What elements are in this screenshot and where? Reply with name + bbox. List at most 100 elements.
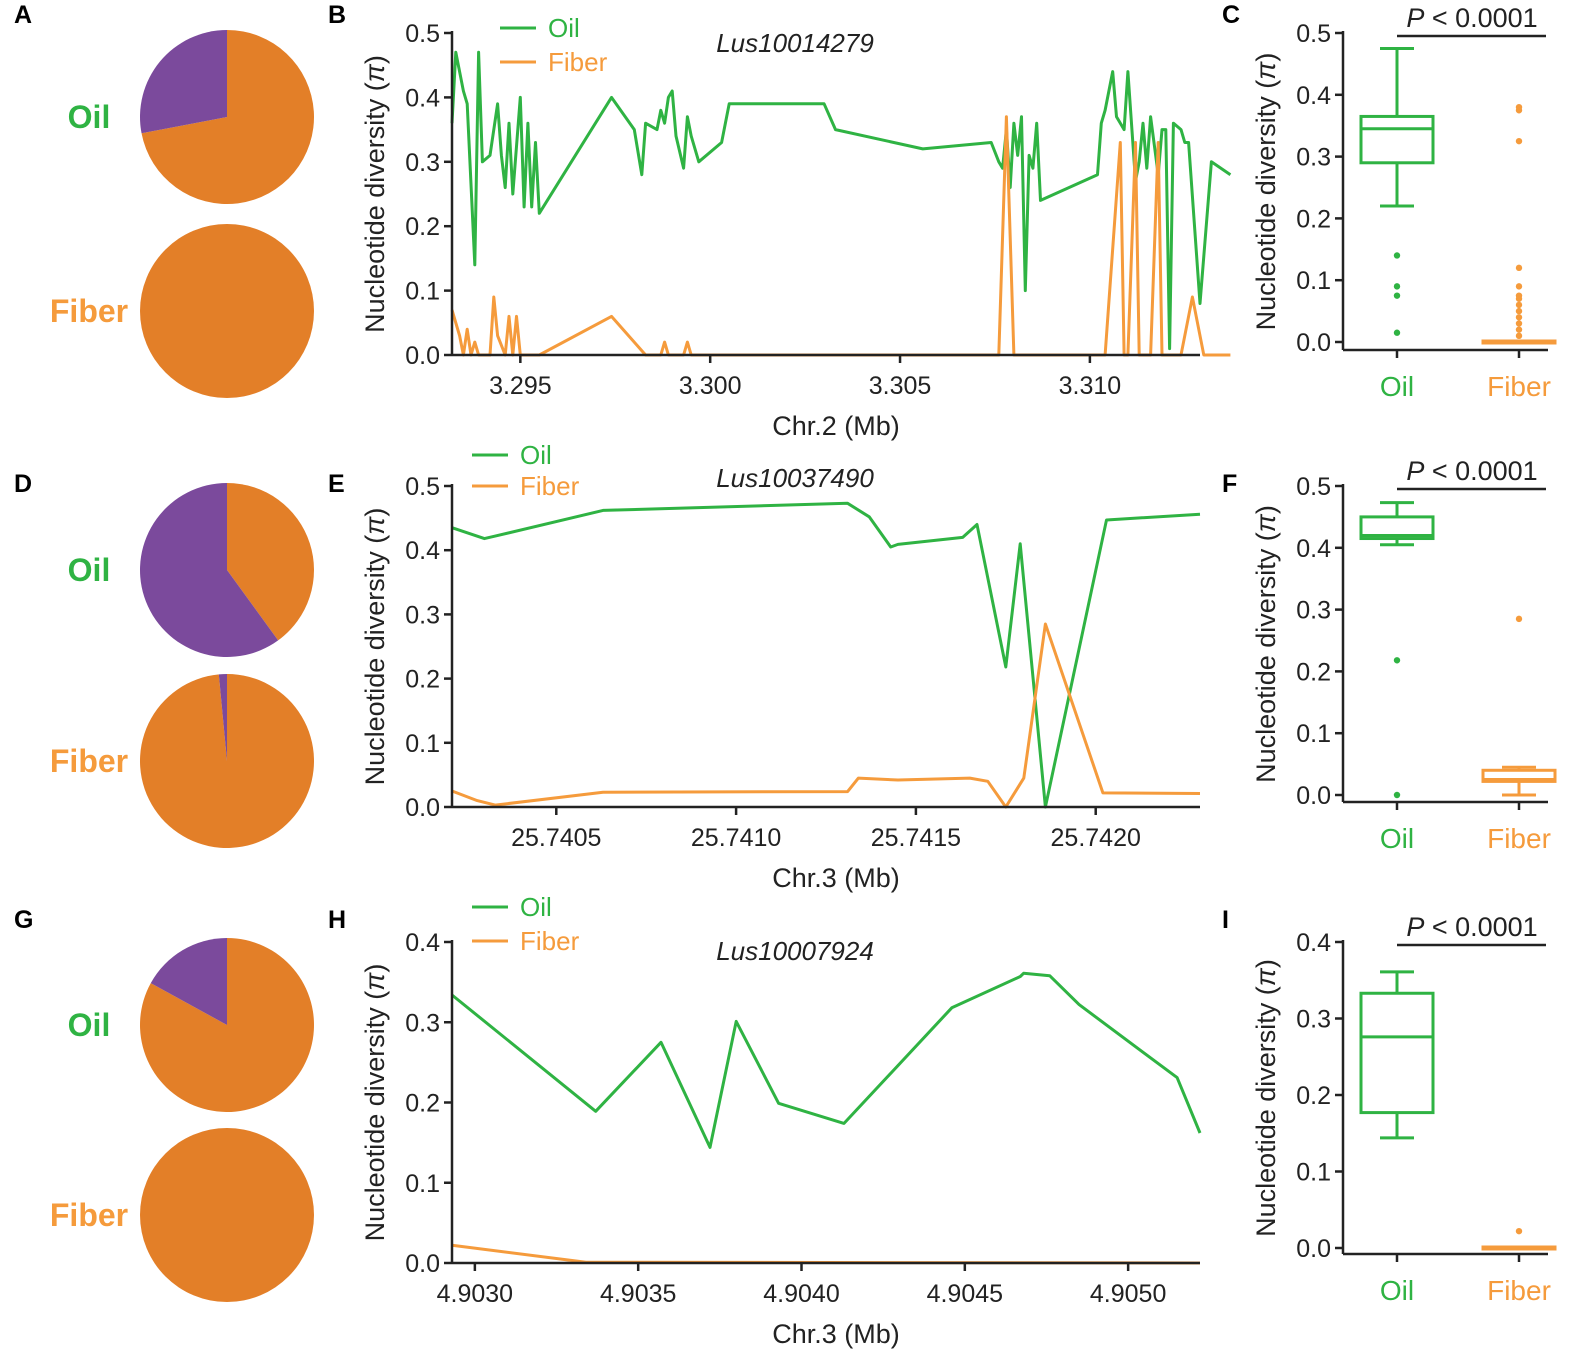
- series-line-fiber: [451, 622, 1201, 809]
- ylabel-symbol: π: [1251, 61, 1281, 80]
- ylabel-prefix: Nucleotide diversity (: [1251, 532, 1281, 783]
- ylabel-suffix: ): [1251, 505, 1281, 514]
- panel-letter-h: H: [328, 906, 346, 934]
- x-tick-label: 3.310: [1059, 372, 1122, 400]
- pie-slice-purple: [150, 938, 227, 1025]
- box-plot-i: I 0.0 0.1 0.2 0.3 0.4 Nucleotide diversity (π)…: [1222, 906, 1557, 1306]
- panel-letter-a: A: [14, 1, 32, 29]
- x-tick-label: 25.7410: [691, 824, 781, 852]
- outlier-point: [1515, 107, 1523, 114]
- series-line-oil: [450, 50, 1232, 351]
- y-tick-label: 0.0: [405, 342, 440, 370]
- y-tick-label: 0.3: [405, 1009, 440, 1037]
- p-text: < 0.0001: [1424, 912, 1537, 942]
- y-tick-label: 0.3: [405, 149, 440, 177]
- line-chart-e: E 0.0 0.1 0.2 0.3 0.4 0.5 25.7405 25.7410 25.7415…: [328, 440, 1201, 893]
- x-category-fiber: Fiber: [1487, 371, 1551, 402]
- x-axis-title: Chr.2 (Mb): [772, 411, 900, 441]
- ylabel-prefix: Nucleotide diversity (: [360, 82, 390, 333]
- pie-fiber: [140, 224, 314, 398]
- x-tick-label: 4.9040: [763, 1280, 839, 1308]
- pie-slice-orange: [141, 30, 314, 204]
- ylabel-symbol: π: [1251, 513, 1281, 532]
- box-iqr: [1481, 768, 1557, 783]
- pie-slice-purple: [139, 483, 279, 657]
- y-tick-label: 0.5: [405, 473, 440, 501]
- y-tick-label: 0.1: [405, 278, 440, 306]
- box-iqr: [1359, 114, 1435, 165]
- pie-label-fiber: Fiber: [50, 1197, 128, 1233]
- x-category-fiber: Fiber: [1487, 1275, 1551, 1306]
- legend-label-oil: Oil: [520, 440, 552, 470]
- x-category-oil: Oil: [1380, 823, 1414, 854]
- box-oil: [1359, 970, 1435, 1140]
- x-category-oil: Oil: [1380, 1275, 1414, 1306]
- p-symbol: P: [1406, 3, 1424, 33]
- outlier-point: [1515, 326, 1523, 333]
- y-tick-label: 0.1: [405, 730, 440, 758]
- box-iqr: [1359, 991, 1435, 1115]
- figure-row-3: G Oil Fiber H 0.0 0.1 0.2 0.3 0.4 4.9030 4.9035 4.9…: [14, 892, 1557, 1349]
- ylabel-suffix: ): [360, 964, 390, 973]
- outlier-point: [1515, 283, 1523, 290]
- y-axis-title: Nucleotide diversity (π): [1251, 53, 1281, 331]
- panel-letter-c: C: [1222, 1, 1240, 29]
- y-tick-label: 0.1: [1296, 1159, 1331, 1187]
- x-tick-label: 25.7415: [871, 824, 961, 852]
- pie-slice-orange: [139, 674, 314, 849]
- legend-label-oil: Oil: [520, 892, 552, 922]
- ylabel-prefix: Nucleotide diversity (: [1251, 80, 1281, 331]
- x-category-fiber: Fiber: [1487, 823, 1551, 854]
- ylabel-suffix: ): [1251, 959, 1281, 968]
- pie-oil: [139, 938, 314, 1112]
- y-tick-label: 0.0: [1296, 329, 1331, 357]
- ylabel-suffix: ): [1251, 53, 1281, 62]
- p-symbol: P: [1406, 456, 1424, 486]
- outlier-point: [1515, 137, 1523, 145]
- ylabel-symbol: π: [360, 63, 390, 82]
- y-tick-label: 0.1: [405, 1170, 440, 1198]
- pie-slice-orange: [139, 938, 314, 1112]
- outlier-point: [1515, 615, 1523, 623]
- outlier-point: [1393, 329, 1401, 336]
- legend-label-fiber: Fiber: [520, 926, 580, 956]
- pie-label-oil: Oil: [68, 552, 111, 588]
- x-tick-label: 4.9035: [600, 1280, 676, 1308]
- outlier-point: [1515, 332, 1523, 340]
- x-category-oil: Oil: [1380, 371, 1414, 402]
- outlier-point: [1393, 283, 1401, 290]
- ylabel-prefix: Nucleotide diversity (: [360, 991, 390, 1242]
- legend-label-fiber: Fiber: [548, 47, 608, 77]
- x-tick-label: 4.9050: [1090, 1280, 1166, 1308]
- panel-letter-f: F: [1222, 470, 1237, 498]
- y-axis-title: Nucleotide diversity (π): [1251, 959, 1281, 1237]
- legend-label-fiber: Fiber: [520, 471, 580, 501]
- pie-label-fiber: Fiber: [50, 743, 128, 779]
- y-tick-label: 0.2: [1296, 205, 1331, 233]
- outlier-point: [1515, 301, 1523, 309]
- box-oil: [1359, 501, 1435, 799]
- x-tick-label: 4.9045: [927, 1280, 1003, 1308]
- box-fiber: [1481, 103, 1557, 345]
- y-tick-label: 0.1: [1296, 720, 1331, 748]
- p-value: P < 0.0001: [1406, 912, 1537, 942]
- p-text: < 0.0001: [1424, 3, 1537, 33]
- y-tick-label: 0.3: [1296, 597, 1331, 625]
- x-tick-label: 25.7405: [511, 824, 601, 852]
- y-tick-label: 0.2: [1296, 658, 1331, 686]
- y-tick-label: 0.4: [405, 84, 440, 112]
- series-line-oil: [451, 501, 1201, 809]
- outlier-point: [1515, 307, 1523, 315]
- y-tick-label: 0.0: [405, 794, 440, 822]
- x-tick-label: 3.295: [489, 372, 552, 400]
- y-axis-title: Nucleotide diversity (π): [360, 964, 390, 1242]
- y-tick-label: 0.2: [405, 666, 440, 694]
- series-line-fiber: [451, 1243, 1201, 1265]
- gene-title: Lus10007924: [716, 936, 874, 966]
- panel-letter-e: E: [328, 470, 345, 498]
- ylabel-symbol: π: [1251, 967, 1281, 986]
- outlier-point: [1515, 295, 1523, 302]
- gene-title: Lus10037490: [716, 463, 874, 493]
- outlier-point: [1515, 1227, 1523, 1235]
- outlier-point: [1515, 264, 1523, 272]
